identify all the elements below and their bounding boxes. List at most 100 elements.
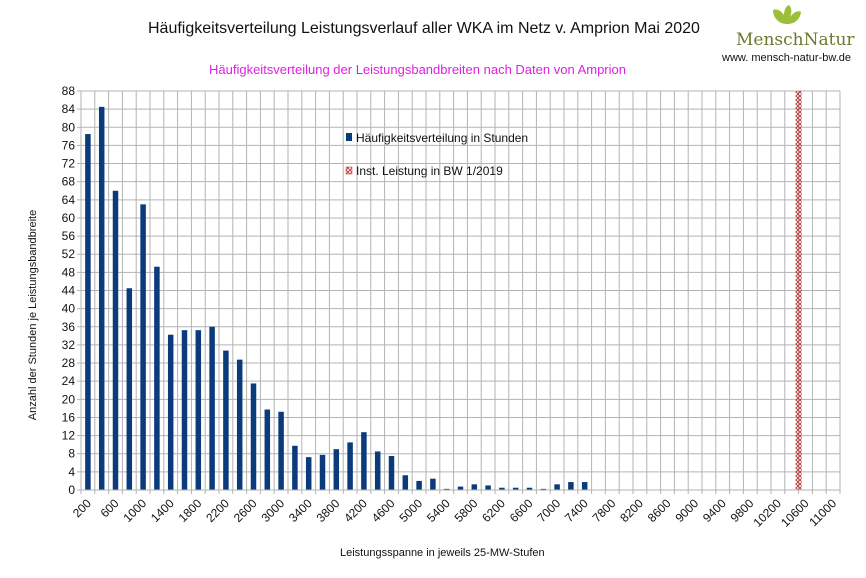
x-tick-label: 3800	[314, 496, 343, 525]
y-tick-label: 0	[68, 483, 75, 497]
x-tick-label: 6200	[479, 496, 508, 525]
bar	[195, 330, 202, 490]
y-tick-label: 88	[62, 84, 76, 98]
bar	[374, 451, 381, 490]
bar	[333, 449, 340, 490]
bar	[388, 455, 395, 490]
y-tick-label: 20	[62, 392, 76, 406]
bar	[402, 475, 409, 490]
y-tick-label: 52	[62, 247, 76, 261]
bar	[305, 457, 312, 490]
y-tick-label: 36	[62, 320, 76, 334]
y-tick-label: 12	[62, 429, 76, 443]
bar	[540, 488, 547, 490]
bar	[167, 334, 174, 490]
x-tick-label: 8600	[645, 496, 674, 525]
logo-url: www. mensch-natur-bw.de	[722, 52, 851, 64]
bar	[236, 359, 243, 490]
y-tick-label: 44	[62, 284, 76, 298]
bar	[278, 411, 284, 490]
bar	[292, 445, 298, 490]
bar	[443, 488, 450, 490]
x-tick-label: 3000	[258, 496, 287, 525]
y-tick-label: 40	[62, 302, 76, 316]
x-tick-label: 7400	[562, 496, 591, 525]
y-tick-label: 84	[62, 102, 76, 116]
bar	[250, 383, 257, 490]
y-tick-label: 68	[62, 175, 76, 189]
legend-label-installed: Inst. Leistung in BW 1/2019	[356, 164, 503, 178]
legend-label-frequency: Häufigkeitsverteilung in Stunden	[356, 131, 528, 145]
y-tick-label: 4	[68, 465, 75, 479]
bar	[361, 432, 367, 490]
x-axis-label: Leistungsspanne in jeweils 25-MW-Stufen	[340, 547, 545, 559]
installed-capacity-bar	[795, 91, 802, 490]
x-tick-label: 5400	[424, 496, 453, 525]
bar	[471, 484, 478, 490]
logo: MenschNatur www. mensch-natur-bw.de	[722, 4, 862, 68]
x-tick-label: 600	[98, 496, 122, 520]
y-tick-label: 72	[62, 157, 76, 171]
bar	[98, 106, 105, 490]
legend-swatch-installed	[345, 166, 353, 175]
x-tick-label: 6600	[507, 496, 536, 525]
x-tick-label: 1800	[176, 496, 205, 525]
bar	[416, 480, 422, 490]
legend-swatch-frequency	[346, 133, 352, 141]
x-tick-label: 7000	[534, 496, 563, 525]
x-tick-label: 1000	[120, 496, 149, 525]
x-tick-label: 2200	[203, 496, 232, 525]
y-tick-label: 8	[68, 447, 75, 461]
x-tick-label: 11000	[806, 496, 839, 529]
bar	[485, 485, 491, 490]
x-tick-label: 7800	[590, 496, 619, 525]
bar	[554, 484, 560, 490]
y-tick-label: 24	[62, 374, 76, 388]
bar	[526, 487, 533, 490]
bar	[209, 326, 215, 490]
x-tick-label: 1400	[148, 496, 177, 525]
bar	[140, 204, 146, 490]
y-tick-label: 64	[62, 193, 76, 207]
y-tick-label: 60	[62, 211, 76, 225]
y-tick-label: 56	[62, 229, 76, 243]
x-tick-label: 9000	[672, 496, 701, 525]
chart-title: Häufigkeitsverteilung Leistungsverlauf a…	[148, 20, 700, 37]
x-tick-label: 9400	[700, 496, 729, 525]
x-tick-label: 10200	[751, 496, 785, 530]
bar	[581, 482, 588, 490]
x-tick-label: 4200	[341, 496, 370, 525]
y-tick-label: 32	[62, 338, 76, 352]
y-tick-label: 28	[62, 356, 76, 370]
bar	[112, 190, 119, 490]
bar	[430, 478, 436, 490]
bar	[568, 482, 574, 490]
logo-text: MenschNatur	[736, 30, 855, 50]
bar	[264, 409, 271, 490]
bar	[512, 487, 519, 490]
bar	[85, 134, 91, 491]
x-tick-label: 200	[70, 496, 94, 520]
y-tick-label: 16	[62, 410, 76, 424]
x-tick-label: 4600	[369, 496, 398, 525]
y-tick-label: 80	[62, 120, 76, 134]
bar	[181, 330, 188, 490]
x-tick-label: 10600	[778, 496, 812, 530]
bar	[347, 442, 353, 490]
ginkgo-leaf-icon	[773, 5, 801, 33]
x-tick-label: 8200	[617, 496, 646, 525]
x-tick-label: 5000	[396, 496, 425, 525]
x-tick-label: 3400	[286, 496, 315, 525]
bar	[154, 266, 160, 490]
y-tick-label: 76	[62, 138, 76, 152]
bar	[126, 288, 133, 490]
bar	[319, 454, 326, 490]
bar	[457, 486, 464, 490]
bar	[499, 487, 505, 490]
x-tick-label: 5800	[452, 496, 481, 525]
y-tick-label: 48	[62, 265, 76, 279]
bar	[223, 350, 229, 490]
chart-subtitle: Häufigkeitsverteilung der Leistungsbandb…	[209, 62, 626, 77]
x-tick-label: 2600	[231, 496, 260, 525]
